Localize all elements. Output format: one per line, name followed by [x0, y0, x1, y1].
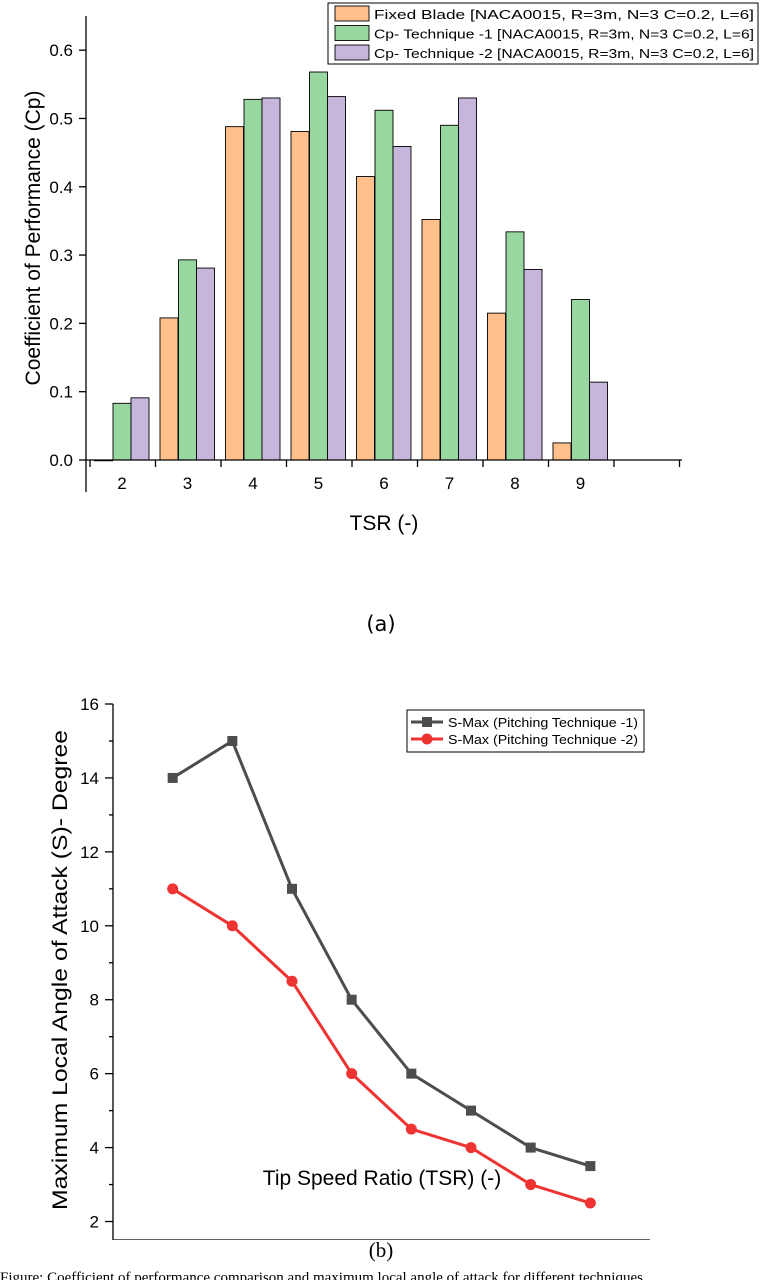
marker-s1-tsr6 — [406, 1068, 417, 1079]
marker-s2-tsr9 — [584, 1197, 596, 1209]
bar-s1-tsr9 — [552, 442, 572, 461]
y-tick-label: 0.4 — [49, 178, 73, 197]
legend-box — [406, 709, 645, 753]
legend-label-3: Cp- Technique -2 [NACA0015, R=3m, N=3 C=… — [374, 46, 754, 61]
y-tick-label: 0.5 — [49, 109, 73, 128]
bar-s2-tsr9 — [571, 299, 590, 461]
marker-s1-tsr4 — [287, 883, 297, 894]
footer-caption-text: Figure: Coefficient of performance compa… — [0, 1270, 643, 1280]
y-axis-title: Maximum Local Angle of Attack (S)- Degre… — [49, 730, 72, 1210]
marker-s1-tsr5 — [346, 994, 357, 1005]
bar-s1-tsr3 — [159, 317, 179, 461]
y-tick-label: 0.3 — [49, 246, 73, 265]
marker-s1-tsr7 — [466, 1105, 476, 1116]
series-line-2 — [171, 887, 591, 1205]
y-tick-label: 10 — [80, 917, 99, 936]
bar-s1-tsr8 — [487, 312, 506, 461]
legend-swatch-2 — [334, 25, 370, 41]
bar-s2-tsr8 — [505, 231, 525, 461]
marker-s2-tsr8 — [525, 1179, 537, 1191]
bar-s1-tsr5 — [290, 130, 310, 461]
x-tick-label: 8 — [510, 474, 519, 493]
legend-swatch-1 — [334, 5, 370, 22]
bar-s1-tsr7 — [421, 219, 441, 461]
x-axis-title: Tip Speed Ratio (TSR) (-) — [263, 1167, 501, 1190]
marker-s2-tsr6 — [405, 1123, 417, 1135]
y-tick-label: 14 — [80, 769, 99, 788]
marker-s2-tsr4 — [286, 975, 298, 987]
bar-s3-tsr5 — [327, 96, 346, 461]
y-tick-label: 6 — [90, 1065, 99, 1084]
marker-s2-tsr7 — [465, 1142, 477, 1154]
series-line-1 — [171, 738, 591, 1168]
marker-s1-tsr3 — [227, 735, 238, 746]
bar-s2-tsr7 — [440, 124, 459, 461]
legend-swatch-3 — [334, 44, 370, 61]
caption-a: (a) — [366, 612, 396, 636]
legend-box — [327, 2, 759, 65]
bar-s3-tsr4 — [261, 97, 281, 461]
marker-s1-tsr2 — [167, 772, 178, 783]
y-tick-label: 0.0 — [49, 451, 73, 470]
x-tick-label: 9 — [576, 474, 585, 493]
y-tick-label: 4 — [90, 1139, 99, 1158]
marker-s1-tsr8 — [525, 1142, 536, 1153]
marker-s2-tsr5 — [346, 1068, 358, 1080]
legend-label-2: Cp- Technique -1 [NACA0015, R=3m, N=3 C=… — [374, 27, 754, 42]
x-tick-label: 6 — [379, 474, 388, 493]
x-tick-label: 5 — [314, 474, 323, 493]
bar-s2-tsr3 — [178, 259, 197, 461]
y-tick-label: 0.6 — [49, 41, 73, 60]
y-tick-label: 0.1 — [49, 383, 73, 402]
y-tick-label: 8 — [90, 991, 99, 1010]
marker-s1-tsr9 — [585, 1161, 596, 1172]
bar-s1-tsr6 — [356, 176, 375, 461]
marker-s2-tsr2 — [167, 883, 179, 895]
caption-b: (b) — [368, 1238, 394, 1262]
chart-b: 12345678910246810121416S-Max (Pitching T… — [49, 695, 650, 1240]
legend-label-1: Fixed Blade [NACA0015, R=3m, N=3 C=0.2, … — [374, 7, 754, 22]
y-tick-label: 16 — [80, 695, 99, 714]
x-tick-label: 4 — [248, 474, 257, 493]
bar-s2-tsr2 — [112, 402, 132, 461]
legend-label-2: S-Max (Pitching Technique -2) — [448, 732, 638, 747]
bar-s2-tsr6 — [374, 109, 394, 461]
chart-a: 0.0 0.1 0.2 0.3 0.4 0.5 0.6 2 3 4 5 6 7 8 9 TSR (-) Coef… — [22, 2, 759, 535]
x-axis-title: TSR (-) — [350, 512, 419, 535]
x-tick-label: 7 — [445, 474, 454, 493]
x-tick-label: 3 — [183, 474, 192, 493]
bar-s3-tsr9 — [589, 381, 608, 461]
marker-s2-tsr3 — [226, 920, 238, 932]
bar-s3-tsr2 — [130, 397, 150, 461]
x-tick-label: 2 — [117, 474, 126, 493]
bar-s3-tsr8 — [523, 268, 543, 461]
legend-label-1: S-Max (Pitching Technique -1) — [448, 715, 638, 730]
legend-marker-1 — [422, 717, 432, 727]
y-axis-title: Coefficient of Performance (Cp) — [22, 91, 45, 386]
bar-s3-tsr3 — [196, 267, 215, 461]
y-tick-label: 12 — [80, 843, 99, 862]
bar-s3-tsr6 — [392, 146, 412, 461]
y-tick-label: 2 — [90, 1213, 99, 1232]
bar-s2-tsr4 — [243, 98, 263, 461]
bar-s1-tsr4 — [225, 126, 244, 461]
bar-s2-tsr5 — [309, 71, 328, 461]
legend-marker-2 — [421, 733, 433, 745]
bar-s3-tsr7 — [458, 97, 477, 461]
y-tick-label: 0.2 — [49, 314, 73, 333]
